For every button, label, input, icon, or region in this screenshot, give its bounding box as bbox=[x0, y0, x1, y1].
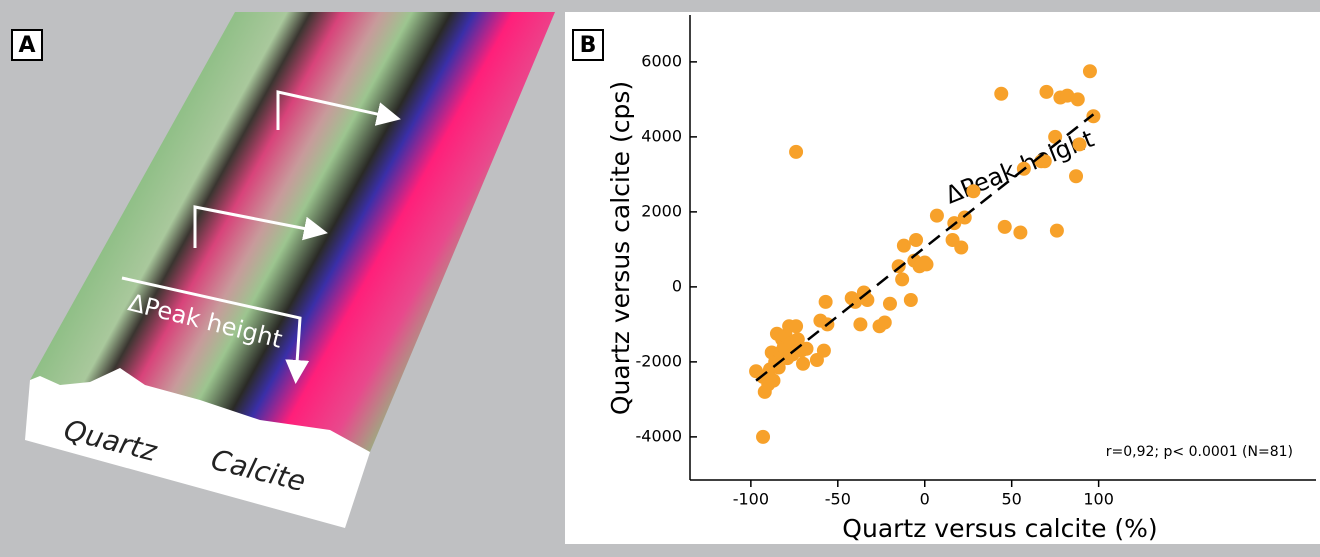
point bbox=[877, 315, 892, 330]
point bbox=[903, 293, 918, 307]
point bbox=[891, 259, 906, 274]
trendline bbox=[755, 113, 1095, 382]
point bbox=[1049, 223, 1064, 238]
y-axis-title: Quartz versus calcite (cps) bbox=[606, 81, 635, 415]
panel-label: A bbox=[18, 33, 35, 58]
point bbox=[789, 319, 804, 334]
point bbox=[789, 144, 804, 159]
x-axis-title: Quartz versus calcite (%) bbox=[842, 514, 1157, 543]
panel-b bbox=[565, 12, 1320, 544]
point bbox=[1072, 137, 1087, 152]
point bbox=[818, 294, 833, 309]
point bbox=[882, 296, 897, 311]
point bbox=[790, 332, 805, 347]
panel-label: B bbox=[580, 33, 597, 58]
x-tick-label: -50 bbox=[825, 490, 851, 509]
point bbox=[799, 341, 814, 356]
y-tick-label: -4000 bbox=[636, 426, 683, 445]
point bbox=[954, 240, 969, 255]
point bbox=[1039, 84, 1054, 99]
point bbox=[1086, 109, 1101, 124]
y-tick-label: 4000 bbox=[641, 126, 682, 145]
point bbox=[909, 233, 924, 247]
point bbox=[994, 86, 1009, 101]
point bbox=[853, 317, 868, 332]
base bbox=[25, 368, 370, 528]
surface bbox=[30, 12, 555, 452]
y-tick-label: -2000 bbox=[636, 351, 683, 370]
x-tick-label: 50 bbox=[1002, 490, 1022, 509]
point bbox=[997, 219, 1012, 234]
point bbox=[1013, 225, 1028, 240]
panel-label-box bbox=[572, 29, 604, 61]
arrows bbox=[121, 90, 401, 384]
point bbox=[1069, 169, 1084, 184]
point bbox=[766, 373, 781, 388]
panel-label-box bbox=[11, 29, 43, 61]
point bbox=[816, 343, 831, 358]
x-tick-label: 100 bbox=[1083, 490, 1114, 509]
point bbox=[895, 272, 910, 287]
stat-text: r=0,92; p< 0.0001 (N=81) bbox=[1106, 444, 1293, 460]
point bbox=[796, 356, 811, 371]
point bbox=[1082, 64, 1097, 79]
point bbox=[966, 184, 981, 199]
x-tick-label: -100 bbox=[733, 490, 769, 509]
point bbox=[919, 257, 934, 272]
x-tick-label: 0 bbox=[920, 490, 930, 509]
point bbox=[1037, 154, 1052, 169]
y-tick-label: 0 bbox=[672, 276, 682, 295]
point bbox=[1070, 92, 1085, 107]
point bbox=[929, 208, 944, 223]
point bbox=[896, 238, 911, 253]
point bbox=[756, 429, 771, 444]
y-tick-label: 2000 bbox=[641, 201, 682, 220]
y-tick-label: 6000 bbox=[641, 51, 682, 70]
